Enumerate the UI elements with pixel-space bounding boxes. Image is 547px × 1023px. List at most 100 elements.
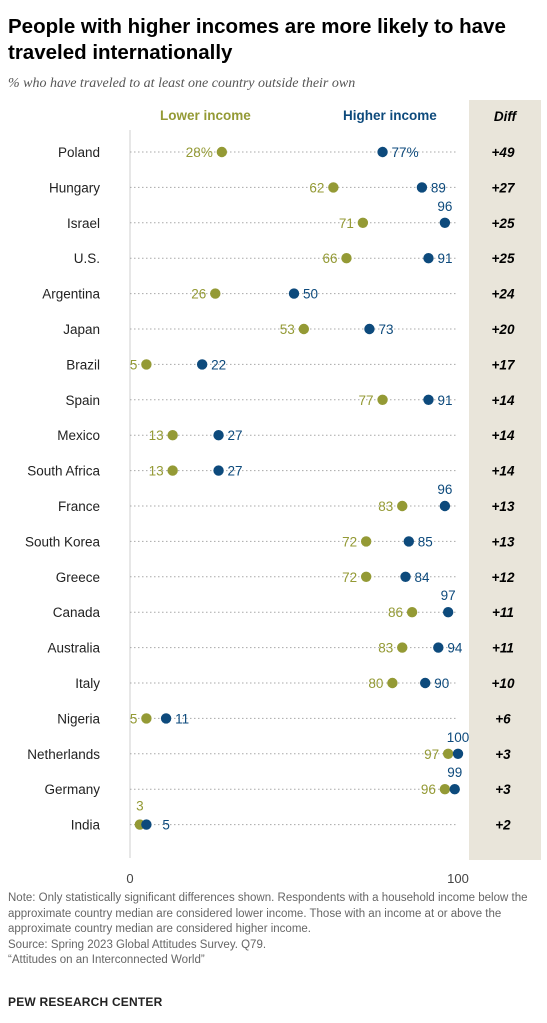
- lower-income-label: 66: [322, 251, 337, 266]
- higher-income-dot: [442, 607, 454, 618]
- lower-income-dot: [167, 430, 178, 441]
- lower-income-label: 13: [149, 464, 164, 479]
- higher-income-label: 91: [437, 251, 452, 266]
- higher-income-dot: [141, 819, 152, 830]
- higher-income-dot: [452, 748, 464, 759]
- diff-column-header: Diff: [493, 109, 517, 124]
- lower-income-dot: [141, 359, 152, 370]
- higher-income-label: 50: [303, 287, 318, 302]
- country-label: Netherlands: [27, 747, 100, 762]
- country-label: South Africa: [27, 464, 100, 479]
- country-label: Nigeria: [57, 711, 100, 726]
- lower-income-dot: [357, 217, 369, 228]
- higher-income-dot: [439, 500, 451, 512]
- higher-income-label: 85: [418, 534, 433, 549]
- lower-income-dot: [298, 323, 310, 335]
- lower-income-dot: [397, 500, 408, 512]
- lower-income-dot: [167, 465, 178, 476]
- lower-income-label: 5: [130, 711, 138, 726]
- higher-income-dot: [196, 359, 208, 370]
- country-label: Greece: [56, 570, 100, 585]
- higher-income-dot: [423, 394, 434, 405]
- higher-income-label: 89: [431, 180, 446, 195]
- higher-income-label: 27: [228, 464, 243, 479]
- lower-income-dot: [397, 642, 408, 653]
- diff-value: +2: [495, 818, 511, 833]
- lower-income-dot: [341, 253, 352, 264]
- higher-income-dot: [403, 536, 414, 547]
- lower-income-dot: [141, 713, 152, 724]
- lower-income-label: 97: [424, 747, 439, 762]
- higher-income-label: 94: [447, 641, 463, 656]
- higher-income-dot: [160, 713, 172, 724]
- diff-value: +11: [492, 605, 514, 620]
- diff-value: +20: [492, 322, 515, 337]
- country-label: South Korea: [25, 534, 101, 549]
- org-name: PEW RESEARCH CENTER: [8, 995, 163, 1009]
- country-label: Hungary: [49, 180, 100, 195]
- higher-income-label: 100: [447, 730, 470, 745]
- lower-income-label: 83: [378, 499, 393, 514]
- diff-value: +13: [492, 534, 515, 549]
- diff-value: +25: [492, 251, 515, 266]
- lower-income-label: 71: [339, 216, 354, 231]
- higher-income-dot: [416, 182, 428, 193]
- country-label: Poland: [58, 145, 100, 160]
- higher-income-dot: [213, 430, 224, 441]
- lower-income-label: 28%: [186, 145, 213, 160]
- lower-income-label: 83: [378, 641, 393, 656]
- diff-value: +3: [495, 782, 511, 797]
- lower-income-dot: [328, 182, 339, 193]
- country-label: France: [58, 499, 100, 514]
- higher-income-label: 22: [211, 357, 226, 372]
- country-label: Canada: [53, 605, 101, 620]
- higher-income-label: 77%: [392, 145, 419, 160]
- higher-income-label: 90: [434, 676, 449, 691]
- lower-income-dot: [442, 748, 454, 759]
- diff-value: +11: [492, 641, 514, 656]
- source-text: Source: Spring 2023 Global Attitudes Sur…: [8, 938, 267, 951]
- higher-income-label: 99: [447, 765, 462, 780]
- country-label: Italy: [75, 676, 100, 691]
- higher-income-label: 11: [175, 711, 189, 726]
- note-text: Note: Only statistically significant dif…: [8, 892, 528, 935]
- country-label: Mexico: [57, 428, 100, 443]
- legend-lower-income: Lower income: [160, 108, 251, 123]
- diff-value: +25: [492, 216, 515, 231]
- higher-income-label: 27: [228, 428, 243, 443]
- higher-income-dot: [288, 288, 300, 299]
- higher-income-dot: [420, 677, 431, 689]
- country-label: Japan: [63, 322, 100, 337]
- lower-income-label: 72: [342, 534, 357, 549]
- higher-income-dot: [377, 146, 388, 158]
- chart-subtitle: % who have traveled to at least one coun…: [8, 76, 356, 91]
- higher-income-dot: [449, 784, 460, 795]
- lower-income-dot: [210, 288, 221, 299]
- lower-income-label: 80: [368, 676, 383, 691]
- diff-value: +10: [492, 676, 515, 691]
- diff-value: +27: [492, 180, 516, 195]
- lower-income-label: 26: [191, 287, 206, 302]
- chart-title: People with higher incomes are more like…: [8, 15, 506, 64]
- lower-income-label: 77: [359, 393, 374, 408]
- country-label: U.S.: [74, 251, 100, 266]
- higher-income-dot: [364, 323, 375, 335]
- country-label: Spain: [65, 393, 100, 408]
- higher-income-dot: [439, 217, 451, 228]
- higher-income-dot: [433, 642, 444, 653]
- diff-value: +14: [492, 428, 515, 443]
- country-label: Argentina: [42, 287, 100, 302]
- lower-income-dot: [439, 784, 451, 795]
- lower-income-label: 62: [309, 180, 324, 195]
- lower-income-dot: [360, 571, 372, 582]
- higher-income-label: 84: [415, 570, 431, 585]
- lower-income-dot: [377, 394, 388, 405]
- higher-income-label: 73: [378, 322, 393, 337]
- lower-income-label: 5: [130, 357, 138, 372]
- diff-value: +17: [492, 357, 516, 372]
- lower-income-dot: [406, 607, 418, 618]
- country-label: Germany: [44, 782, 100, 797]
- lower-income-dot: [360, 536, 372, 547]
- report-title: “Attitudes on an Interconnected World”: [8, 954, 205, 966]
